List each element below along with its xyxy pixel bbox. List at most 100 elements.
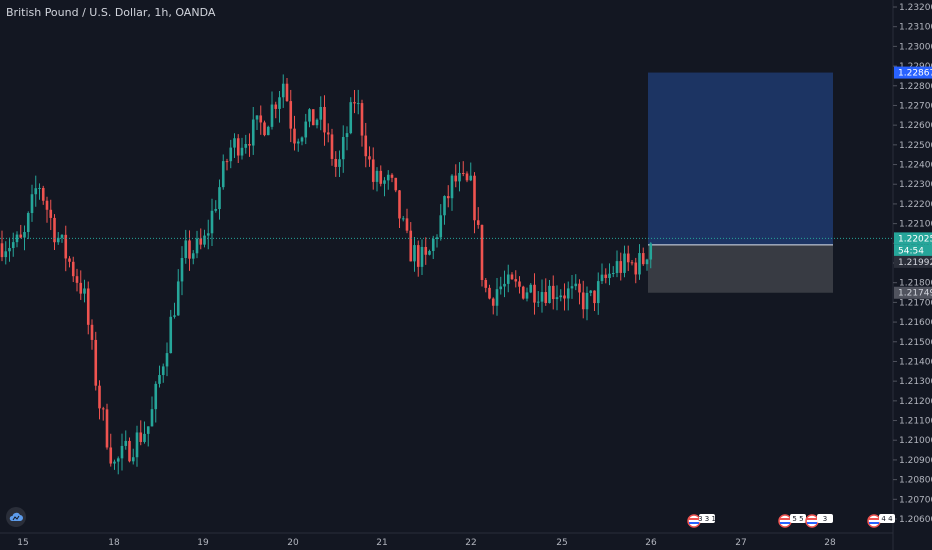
candle-body [15, 234, 19, 243]
candle-body [34, 188, 38, 195]
candle-body [26, 213, 30, 233]
candle-body [623, 253, 626, 273]
candle-body [611, 272, 615, 274]
profit-zone[interactable] [648, 72, 833, 245]
candle-body [289, 101, 293, 129]
candle-body [379, 170, 383, 184]
candle-body [311, 109, 315, 126]
candle-body [135, 432, 139, 458]
price-tick-label: 1.20700 [899, 495, 932, 505]
event-flag-icon[interactable]: 3 [805, 514, 833, 528]
candle-body [221, 161, 225, 188]
candle-body [188, 240, 191, 259]
candle-body [626, 253, 630, 263]
candle-body [60, 234, 64, 238]
candle-body [548, 285, 551, 304]
chart-title: British Pound / U.S. Dollar, 1h, OANDA [6, 6, 216, 19]
candle-body [116, 458, 120, 462]
candle-body [364, 135, 368, 157]
event-flag-icon[interactable]: 4 4 [867, 514, 895, 528]
candle-body [124, 440, 128, 446]
candle-body [86, 288, 90, 325]
candle-body [255, 115, 259, 120]
candle-body [566, 288, 570, 299]
candle-body [274, 104, 278, 109]
long-position-tool[interactable] [648, 72, 833, 293]
candle-body [176, 281, 180, 316]
time-tick-label: 21 [376, 538, 387, 548]
candle-body [480, 224, 484, 280]
time-tick-label: 28 [824, 538, 836, 548]
candle-body [143, 433, 146, 442]
event-flag-icon[interactable]: 5 5 [778, 514, 806, 528]
candle-body [600, 274, 604, 282]
candle-body [529, 284, 533, 293]
candle-body [630, 262, 634, 264]
candle-body [416, 245, 420, 267]
candle-body [439, 215, 443, 238]
target-price-tag: 1.22867 [894, 66, 932, 79]
time-tick-label: 18 [108, 538, 120, 548]
svg-text:3: 3 [823, 515, 827, 523]
candle-body [484, 279, 488, 288]
price-tick-label: 1.21000 [899, 436, 932, 446]
time-tick-label: 19 [197, 538, 209, 548]
price-tick-label: 1.21800 [899, 279, 932, 289]
candle-body [75, 276, 79, 283]
candle-body [203, 235, 206, 245]
candle-body [570, 286, 574, 289]
countdown-tag: 54:54 [894, 244, 932, 257]
candle-body [409, 230, 413, 262]
candle-body [619, 261, 623, 273]
tradingview-cloud-icon[interactable] [6, 507, 26, 527]
candle-body [285, 83, 289, 102]
candle-body [98, 385, 101, 409]
candle-body [319, 106, 323, 120]
candle-body [634, 262, 638, 275]
economic-events[interactable]: 3 3 1 5 5 3 4 4 [687, 514, 895, 528]
candle-body [383, 180, 386, 184]
candle-body [581, 292, 585, 310]
candle-body [446, 196, 450, 199]
event-flag-icon[interactable]: 3 3 1 [687, 514, 716, 528]
candle-body [23, 232, 26, 238]
price-tick-label: 1.22500 [899, 141, 932, 151]
time-tick-label: 20 [287, 538, 299, 548]
candle-body [150, 409, 154, 427]
svg-text:1.22025: 1.22025 [898, 234, 932, 244]
price-tick-label: 1.22400 [899, 161, 932, 171]
candle-body [649, 243, 653, 260]
time-tick-label: 26 [645, 538, 657, 548]
candle-body [105, 409, 109, 448]
candle-body [38, 187, 41, 189]
entry-price-tag: 1.21992 [894, 255, 932, 268]
svg-text:3 3 1: 3 3 1 [698, 515, 716, 523]
price-tick-label: 1.23000 [899, 42, 932, 52]
candle-body [514, 279, 518, 282]
candle-body [334, 158, 338, 167]
time-axis[interactable]: 15 18 19 20 21 22 25 26 27 28 [17, 538, 836, 548]
candle-body [469, 175, 473, 181]
candle-body [585, 292, 589, 310]
svg-text:54:54: 54:54 [898, 246, 924, 256]
cloud-icon [9, 512, 23, 521]
candle-body [210, 210, 214, 234]
candle-body [139, 432, 143, 442]
candle-body [184, 240, 188, 258]
price-tags: 1.22867 1.22025 54:54 1.21992 1.21749 [894, 66, 932, 299]
price-tick-label: 1.22800 [899, 82, 932, 92]
candle-body [371, 159, 375, 182]
price-tick-label: 1.20900 [899, 456, 932, 466]
candle-body [113, 461, 116, 464]
candle-body [360, 103, 364, 136]
candle-body [293, 128, 296, 144]
candle-body [506, 274, 510, 284]
price-tick-label: 1.21600 [899, 318, 932, 328]
candle-body [83, 288, 86, 294]
candle-body [608, 273, 611, 279]
candle-body [19, 234, 23, 238]
candle-body [503, 283, 506, 287]
loss-zone[interactable] [648, 244, 833, 293]
candle-body [236, 138, 240, 156]
